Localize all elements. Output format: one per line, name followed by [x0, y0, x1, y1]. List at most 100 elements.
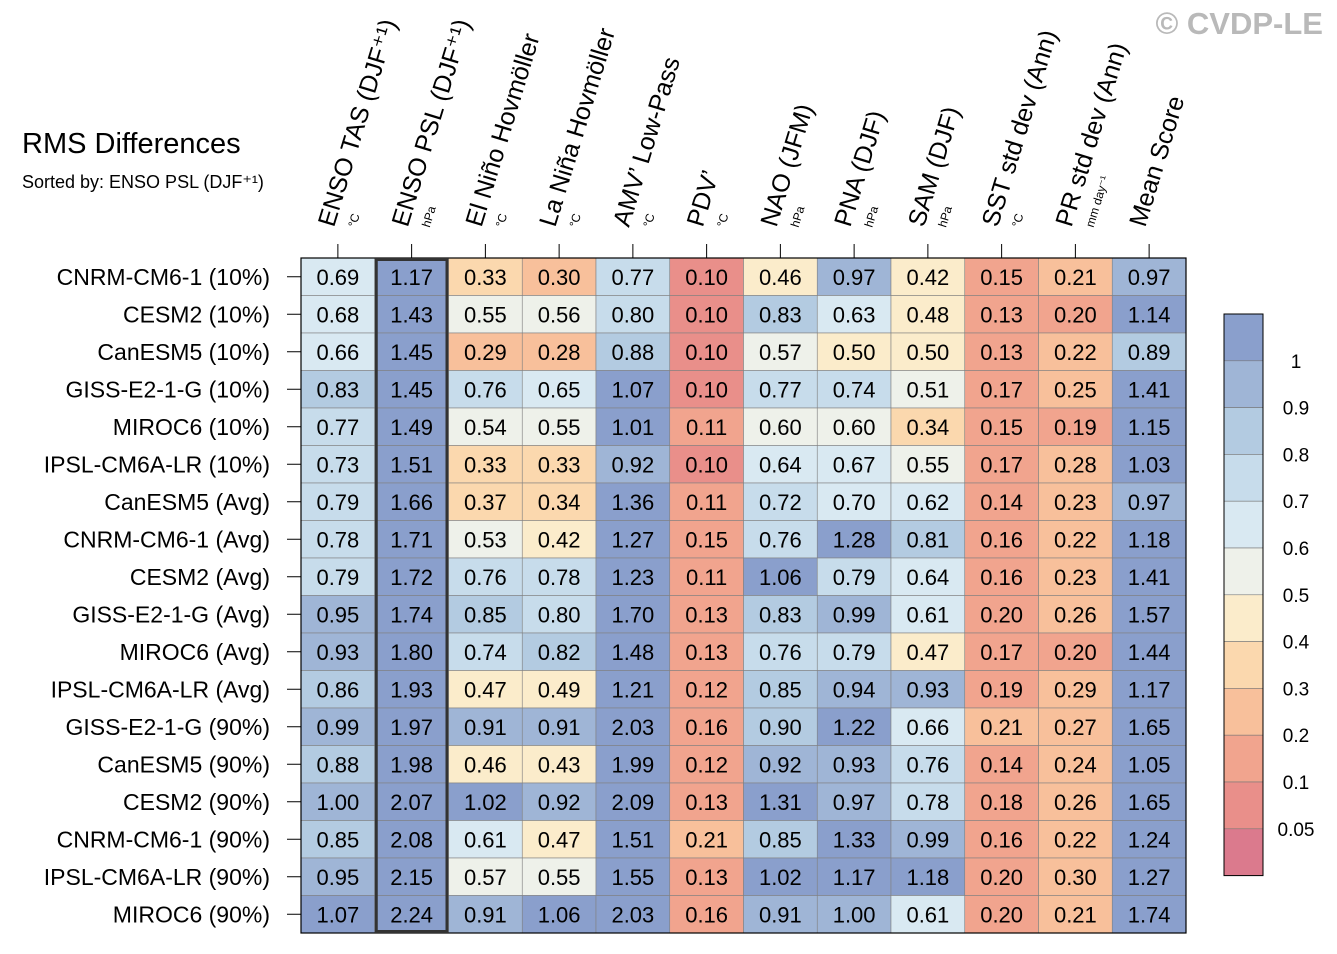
cell-value-label: 0.83	[759, 302, 802, 327]
colorbar-tick-label: 0.3	[1283, 679, 1309, 700]
cell-value-label: 0.85	[464, 602, 507, 627]
cell-value-label: 0.97	[833, 265, 876, 290]
colorbar-tick-label: 0.9	[1283, 399, 1309, 420]
cell-value-label: 0.16	[980, 827, 1023, 852]
heatmap-cell	[1111, 670, 1187, 709]
heatmap-cell	[374, 857, 449, 896]
heatmap-cell	[890, 820, 966, 859]
heatmap-cell	[1038, 595, 1113, 634]
cell-value-label: 0.29	[1054, 677, 1097, 702]
heatmap-cell	[448, 820, 523, 859]
column-labels: ENSO TAS (DJF⁺¹)°C ENSO PSL (DJF⁺¹)hPa El …	[313, 16, 1190, 258]
heatmap-cell	[890, 482, 966, 521]
cell-value-label: 0.11	[686, 565, 727, 590]
heatmap-cell	[890, 595, 966, 634]
column-unit: °C	[1009, 212, 1026, 229]
chart-subtitle: Sorted by: ENSO PSL (DJF⁺¹)	[22, 172, 264, 192]
heatmap-cell	[816, 445, 892, 484]
cell-value-label: 1.24	[1128, 827, 1171, 852]
heatmap-cell	[669, 632, 744, 671]
cell-value-label: 0.91	[464, 715, 507, 740]
cell-value-label: 0.93	[906, 677, 949, 702]
cell-value-label: 0.19	[1054, 415, 1097, 440]
cell-value-label: 1.74	[390, 602, 433, 627]
highlighted-column-outline	[374, 258, 449, 933]
heatmap-cell	[816, 745, 892, 784]
cell-value-label: 0.85	[759, 677, 802, 702]
heatmap-cell	[816, 595, 892, 634]
cell-value-label: 0.99	[316, 715, 359, 740]
cell-value-label: 0.12	[685, 677, 728, 702]
heatmap-cell	[521, 820, 597, 859]
cell-value-label: 0.26	[1054, 790, 1097, 815]
cell-value-label: 0.23	[1054, 490, 1097, 515]
heatmap-cell	[669, 707, 744, 746]
cell-value-label: 0.85	[316, 827, 359, 852]
cell-value-label: 0.22	[1054, 527, 1097, 552]
cell-value-label: 0.16	[685, 715, 728, 740]
cell-value-label: 0.17	[980, 377, 1023, 402]
cell-value-label: 0.57	[464, 865, 507, 890]
heatmap-frame	[300, 257, 1187, 934]
cell-value-label: 0.47	[906, 640, 949, 665]
colorbar-tick-label: 1	[1291, 352, 1302, 373]
heatmap-cell	[890, 670, 966, 709]
heatmap-cell	[448, 482, 523, 521]
heatmap-cell	[1111, 332, 1187, 371]
cell-value-label: 0.61	[464, 827, 507, 852]
cell-value-label: 0.76	[906, 752, 949, 777]
heatmap-cell	[595, 857, 671, 896]
cell-value-label: 0.30	[1054, 865, 1097, 890]
colorbar-tick-label: 0.2	[1283, 726, 1309, 747]
colorbar-tick-label: 0.1	[1283, 773, 1309, 794]
heatmap-cell	[743, 295, 818, 334]
cell-value-label: 0.99	[833, 602, 876, 627]
cell-value-label: 0.85	[759, 827, 802, 852]
cell-value-label: 0.99	[906, 827, 949, 852]
cell-value-label: 1.97	[390, 715, 433, 740]
heatmap-cell	[1038, 745, 1113, 784]
heatmap-cell	[448, 632, 523, 671]
cell-value-label: 1.48	[611, 640, 654, 665]
heatmap-cell	[300, 820, 376, 859]
heatmap-cell	[374, 370, 449, 409]
heatmap-cell	[964, 482, 1039, 521]
heatmap-cell	[1038, 257, 1113, 296]
heatmap-cell	[669, 445, 744, 484]
cell-value-label: 0.34	[906, 415, 949, 440]
row-label: GISS-E2-1-G (Avg)	[72, 601, 270, 627]
cell-value-label: 0.91	[464, 902, 507, 927]
row-label: GISS-E2-1-G (90%)	[66, 714, 271, 740]
cell-value-label: 0.13	[685, 790, 728, 815]
colorbar-swatch	[1223, 407, 1264, 455]
cell-value-label: 0.53	[464, 527, 507, 552]
cell-value-label: 0.57	[759, 340, 802, 365]
cell-value-label: 0.26	[1054, 602, 1097, 627]
cell-value-label: 1.15	[1128, 415, 1171, 440]
column-unit: °C	[345, 212, 362, 229]
cell-value-label: 1.01	[611, 415, 654, 440]
cell-value-label: 0.56	[538, 302, 581, 327]
heatmap-cell	[669, 332, 744, 371]
heatmap-cell	[964, 445, 1039, 484]
heatmap-cell	[300, 370, 376, 409]
cell-value-label: 0.30	[538, 265, 581, 290]
heatmap-cell	[669, 482, 744, 521]
column-label: ENSO PSL (DJF⁺¹)	[387, 16, 477, 230]
cell-value-label: 0.48	[906, 302, 949, 327]
heatmap-cell	[448, 782, 523, 821]
heatmap-cell	[743, 745, 818, 784]
row-label: CanESM5 (10%)	[97, 339, 270, 365]
heatmap-cell	[595, 407, 671, 446]
column-unit: hPa	[788, 204, 808, 229]
heatmap-cells	[300, 257, 1187, 934]
cell-value-label: 0.88	[611, 340, 654, 365]
cell-value-label: 0.77	[611, 265, 654, 290]
heatmap-cell	[816, 520, 892, 559]
heatmap-cell	[1111, 745, 1187, 784]
heatmap-cell	[300, 857, 376, 896]
heatmap-cell	[300, 670, 376, 709]
column-label: ENSO TAS (DJF⁺¹)	[313, 16, 403, 230]
heatmap-cell	[743, 445, 818, 484]
heatmap-cell	[964, 670, 1039, 709]
